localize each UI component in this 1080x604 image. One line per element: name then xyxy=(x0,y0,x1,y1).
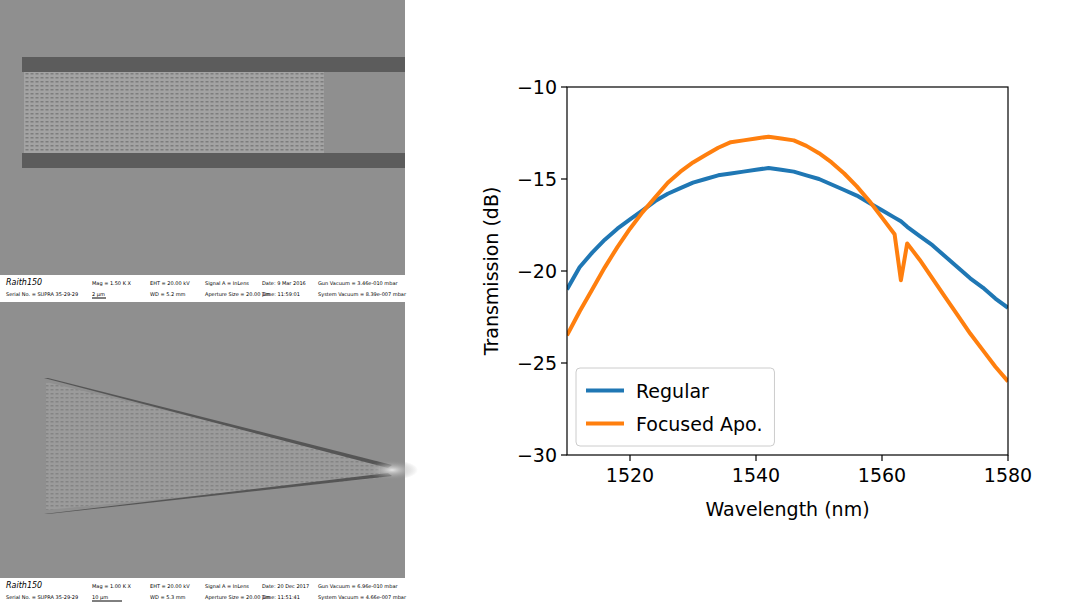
waveguide-tip xyxy=(366,460,418,480)
info-text: Gun Vacuum = 6.96e-010 mbar xyxy=(318,583,398,589)
x-tick xyxy=(755,455,756,461)
x-tick xyxy=(1007,455,1008,461)
brand: Raith150 xyxy=(6,278,42,287)
legend-swatch xyxy=(586,389,624,393)
trench xyxy=(44,473,392,514)
sem-image: Raith150 Mag = 1.50 K X EHT = 20.00 kV Sign… xyxy=(0,0,407,301)
info-text: Gun Vacuum = 3.46e-010 mbar xyxy=(318,280,398,286)
y-tick xyxy=(561,270,567,271)
plot-area xyxy=(567,137,1008,382)
info-text: EHT = 20.00 kV xyxy=(150,583,190,589)
chart: 1520 1540 1560 1580 −30 −25 −20 −15 −10 Wavelengt… xyxy=(480,76,1032,520)
info-text: Signal A = InLens xyxy=(205,583,249,590)
legend-swatch xyxy=(586,422,624,426)
trench xyxy=(44,378,392,468)
grating-region xyxy=(46,382,380,510)
y-tick-label: −20 xyxy=(517,260,557,282)
x-axis-title: Wavelength (nm) xyxy=(705,498,869,520)
figure: Raith150 Mag = 1.50 K X EHT = 20.00 kV Sign… xyxy=(0,0,1080,604)
info-text: Mag = 1.50 K X xyxy=(92,280,132,287)
brand: Raith150 xyxy=(6,581,42,590)
scale-bar xyxy=(92,601,122,602)
y-tick-label: −10 xyxy=(517,76,557,98)
info-text: Aperture Size = 20.00 µm xyxy=(205,594,270,601)
info-text: WD = 5.2 mm xyxy=(150,291,186,297)
legend-label: Regular xyxy=(636,380,709,402)
x-tick-label: 1520 xyxy=(606,464,654,486)
info-bar xyxy=(0,275,405,301)
info-text: System Vacuum = 8.39e-007 mbar xyxy=(318,291,407,298)
info-text: Aperture Size = 20.00 µm xyxy=(205,291,270,298)
scale-bar xyxy=(92,298,106,299)
info-text: Time: 11:51:41 xyxy=(261,594,300,600)
info-text: 2 µm xyxy=(92,291,105,298)
info-text: WD = 5.3 mm xyxy=(150,594,186,600)
sem-background xyxy=(0,302,405,578)
info-text: Date: 9 Mar 2016 xyxy=(262,280,306,286)
y-tick-label: −15 xyxy=(517,168,557,190)
legend: Regular Focused Apo. xyxy=(576,368,774,446)
x-tick-label: 1560 xyxy=(858,464,906,486)
y-tick xyxy=(561,86,567,87)
sem-background xyxy=(0,0,405,275)
y-tick xyxy=(561,178,567,179)
info-text: Serial No. = SUPRA 35-29-29 xyxy=(6,594,78,600)
x-tick-label: 1580 xyxy=(984,464,1032,486)
sem-image: Raith150 Mag = 1.00 K X EHT = 20.00 kV Sign… xyxy=(0,302,418,604)
y-axis-title: Transmission (dB) xyxy=(480,187,502,357)
trench xyxy=(22,57,405,72)
y-tick xyxy=(561,454,567,455)
info-text: Time: 11:59:01 xyxy=(261,291,300,297)
plot-frame xyxy=(567,87,1008,455)
info-bar xyxy=(0,578,405,604)
y-tick-label: −25 xyxy=(517,352,557,374)
info-text: Signal A = InLens xyxy=(205,280,249,287)
info-text: System Vacuum = 4.66e-007 mbar xyxy=(318,594,407,601)
info-text: Serial No. = SUPRA 35-29-29 xyxy=(6,291,78,297)
series-line xyxy=(567,168,1008,308)
info-text: 10 µm xyxy=(92,594,108,601)
info-text: Date: 20 Dec 2017 xyxy=(262,583,309,589)
legend-label: Focused Apo. xyxy=(636,413,762,435)
y-tick xyxy=(561,362,567,363)
y-tick-label: −30 xyxy=(517,444,557,466)
legend-box xyxy=(576,368,774,446)
x-tick-label: 1540 xyxy=(732,464,780,486)
trench xyxy=(22,153,405,168)
x-tick xyxy=(629,455,630,461)
photonic-crystal xyxy=(24,72,324,154)
info-text: EHT = 20.00 kV xyxy=(150,280,190,286)
series-line xyxy=(567,137,1008,382)
info-text: Mag = 1.00 K X xyxy=(92,583,132,590)
x-tick xyxy=(881,455,882,461)
